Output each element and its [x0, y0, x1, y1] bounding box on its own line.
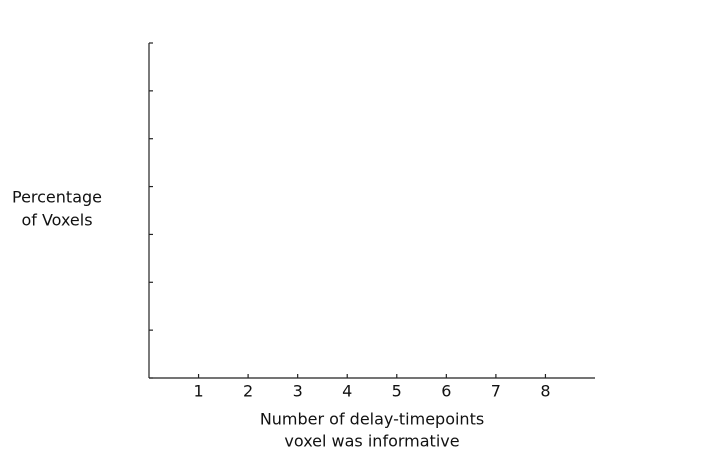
- x-tick-label: 5: [392, 382, 402, 401]
- x-tick-label: 1: [193, 382, 203, 401]
- y-axis-label: Percentage: [12, 188, 102, 207]
- x-axis-label: Number of delay-timepoints: [260, 410, 484, 429]
- x-tick-label: 2: [243, 382, 253, 401]
- x-tick-label: 7: [491, 382, 501, 401]
- x-tick-label: 4: [342, 382, 352, 401]
- x-tick-label: 8: [540, 382, 550, 401]
- x-tick-label: 6: [441, 382, 451, 401]
- x-tick-label: 3: [293, 382, 303, 401]
- x-axis-label: voxel was informative: [284, 432, 459, 451]
- y-axis-label: of Voxels: [21, 211, 92, 230]
